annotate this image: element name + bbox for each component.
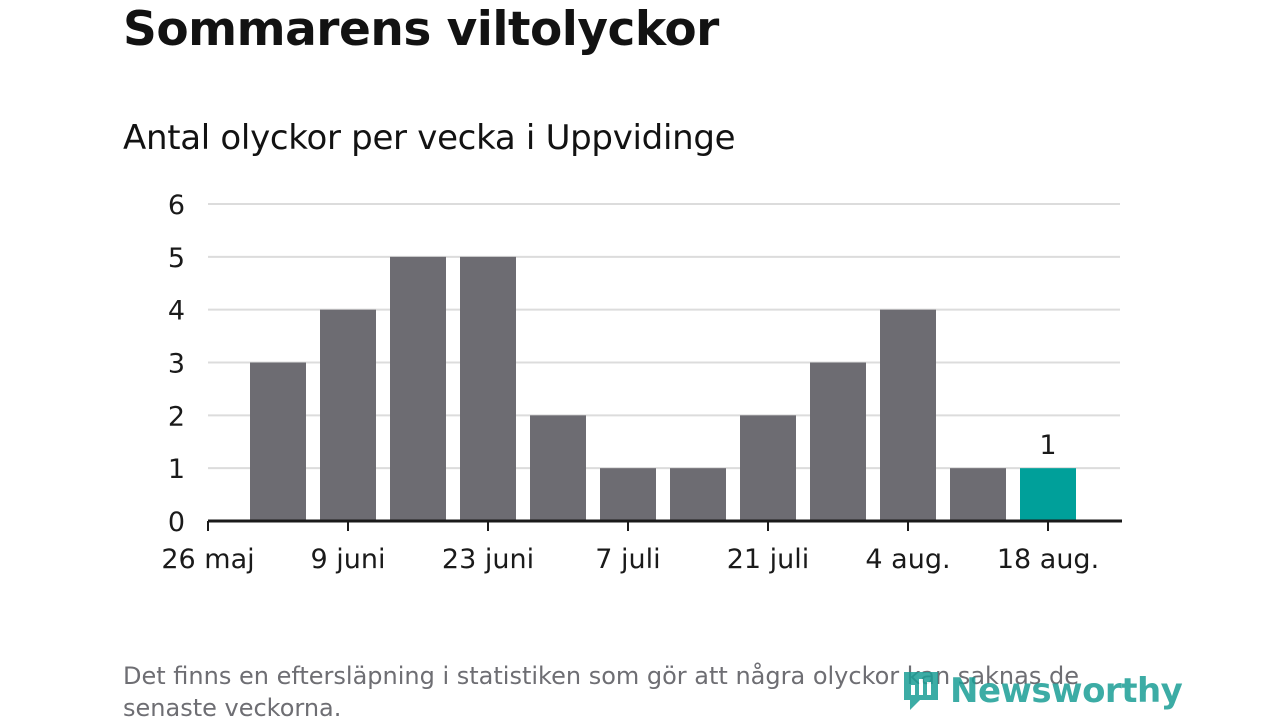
y-tick-label: 6 (168, 190, 185, 221)
bar (390, 256, 446, 521)
y-tick-label: 1 (168, 454, 185, 485)
bar-highlight (1020, 468, 1076, 521)
brand-name: Newsworthy (950, 671, 1183, 711)
bar (670, 468, 726, 521)
y-tick-label: 0 (168, 507, 185, 538)
chart-title: Sommarens viltolyckor (123, 2, 719, 57)
bar (950, 468, 1006, 521)
newsworthy-logo: Newsworthy (900, 668, 1183, 714)
x-tick-label: 18 aug. (997, 544, 1099, 575)
data-label: 1 (1039, 430, 1056, 461)
x-tick-label: 26 maj (161, 544, 254, 575)
bar (740, 415, 796, 521)
x-tick-label: 9 juni (311, 544, 386, 575)
x-tick-label: 4 aug. (865, 544, 950, 575)
y-tick-label: 2 (168, 401, 185, 432)
newsworthy-logo-icon (904, 672, 938, 710)
bar (600, 468, 656, 521)
bar (320, 309, 376, 521)
chart-subtitle: Antal olyckor per vecka i Uppvidinge (123, 118, 736, 158)
bar (460, 256, 516, 521)
bar (810, 362, 866, 521)
x-tick-label: 21 juli (727, 544, 810, 575)
bar-chart: 0 1 2 3 4 5 6 1 26 maj 9 juni 23 juni 7 juli 21 juli… (161, 190, 1122, 575)
y-tick-label: 5 (168, 243, 185, 274)
x-tick-label: 7 juli (595, 544, 660, 575)
bar (530, 415, 586, 521)
bar (880, 309, 936, 521)
y-tick-label: 3 (168, 349, 185, 380)
x-tick-label: 23 juni (442, 544, 534, 575)
y-tick-label: 4 (168, 296, 185, 327)
bar (250, 362, 306, 521)
